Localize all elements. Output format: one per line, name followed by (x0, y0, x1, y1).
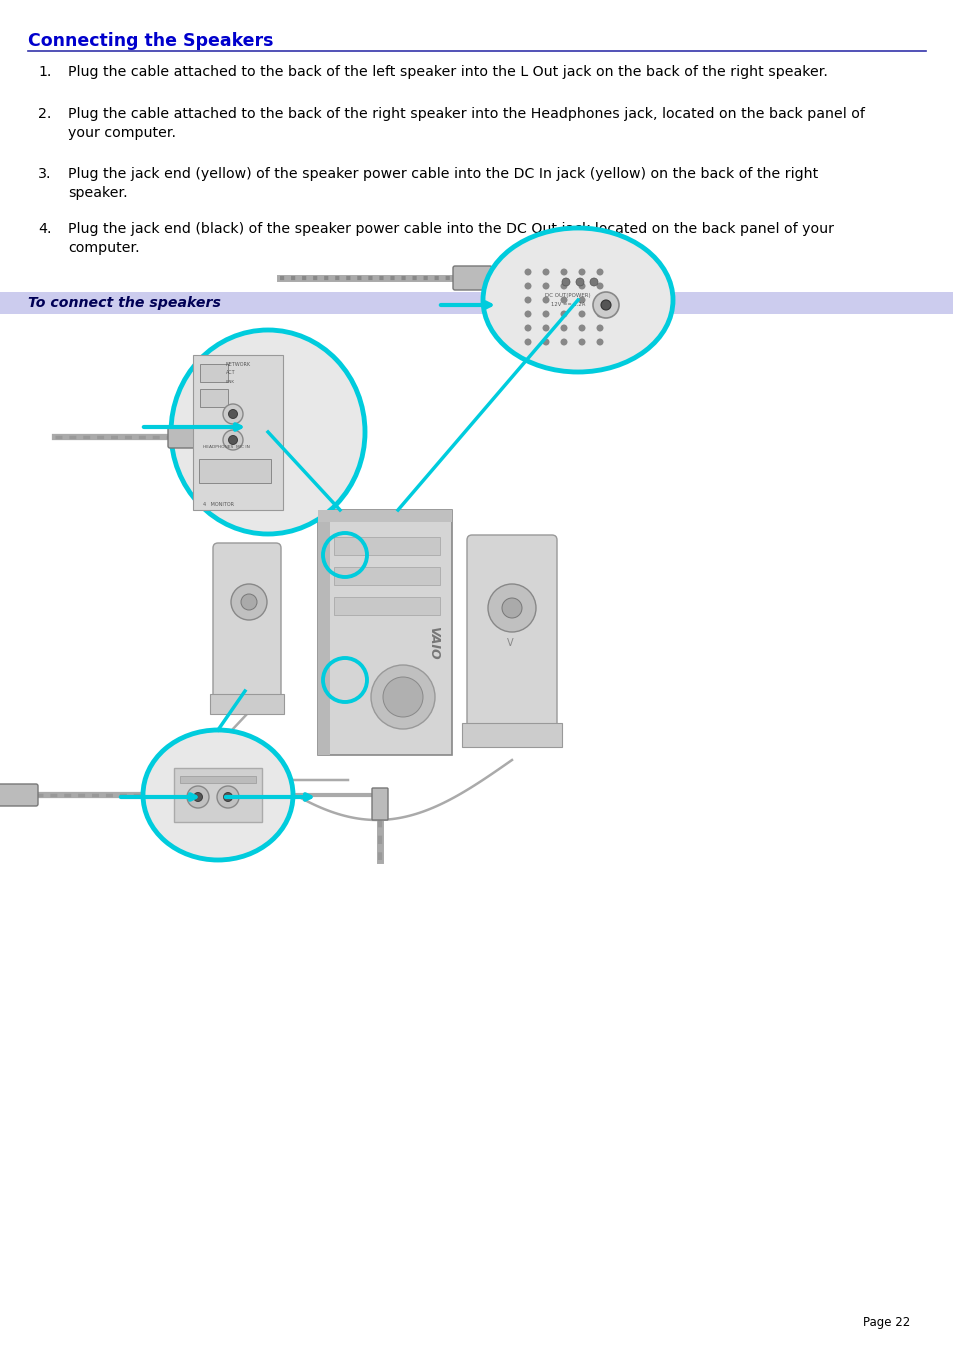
Ellipse shape (171, 330, 365, 534)
Circle shape (223, 404, 243, 424)
Circle shape (560, 269, 567, 276)
Circle shape (542, 282, 549, 289)
Ellipse shape (482, 228, 672, 372)
Circle shape (524, 339, 531, 346)
Circle shape (576, 278, 583, 286)
Text: V: V (506, 638, 513, 648)
Text: To connect the speakers: To connect the speakers (28, 296, 221, 309)
Text: Plug the cable attached to the back of the right speaker into the Headphones jac: Plug the cable attached to the back of t… (68, 107, 864, 141)
Circle shape (542, 296, 549, 304)
Circle shape (596, 269, 603, 276)
Bar (317, 509, 330, 755)
Circle shape (578, 324, 585, 331)
Circle shape (560, 311, 567, 317)
Circle shape (561, 278, 569, 286)
Circle shape (542, 339, 549, 346)
Text: 2.: 2. (38, 107, 51, 122)
Text: 4   MONITOR: 4 MONITOR (203, 503, 233, 508)
Text: 12V == 1.2A: 12V == 1.2A (550, 303, 584, 308)
Circle shape (596, 296, 603, 304)
Bar (200, 389, 228, 407)
FancyBboxPatch shape (317, 509, 452, 755)
FancyBboxPatch shape (213, 543, 281, 701)
Circle shape (524, 324, 531, 331)
Text: 1.: 1. (38, 65, 51, 78)
Bar (334, 597, 439, 615)
Circle shape (560, 339, 567, 346)
Circle shape (488, 584, 536, 632)
Circle shape (524, 296, 531, 304)
Text: 4.: 4. (38, 222, 51, 236)
Circle shape (596, 311, 603, 317)
Circle shape (187, 786, 209, 808)
Circle shape (216, 786, 239, 808)
Circle shape (231, 584, 267, 620)
Bar (193, 355, 283, 509)
Text: Page 22: Page 22 (862, 1316, 909, 1329)
Bar (210, 694, 284, 713)
Circle shape (371, 665, 435, 730)
Text: ACT: ACT (226, 370, 235, 374)
Text: Plug the jack end (yellow) of the speaker power cable into the DC In jack (yello: Plug the jack end (yellow) of the speake… (68, 168, 818, 200)
Circle shape (542, 269, 549, 276)
Text: Plug the cable attached to the back of the left speaker into the L Out jack on t: Plug the cable attached to the back of t… (68, 65, 827, 78)
Circle shape (524, 282, 531, 289)
Bar (0, 292, 953, 313)
Text: NETWORK: NETWORK (226, 362, 251, 366)
Circle shape (382, 677, 422, 717)
FancyBboxPatch shape (173, 767, 262, 821)
Circle shape (596, 324, 603, 331)
Circle shape (596, 282, 603, 289)
Text: LINK: LINK (226, 380, 234, 384)
Text: Plug the jack end (black) of the speaker power cable into the DC Out jack locate: Plug the jack end (black) of the speaker… (68, 222, 833, 255)
Bar (461, 723, 561, 747)
FancyBboxPatch shape (372, 788, 388, 820)
FancyBboxPatch shape (467, 535, 557, 730)
FancyBboxPatch shape (0, 784, 38, 807)
Circle shape (193, 793, 202, 801)
Circle shape (524, 311, 531, 317)
Circle shape (593, 292, 618, 317)
Circle shape (223, 430, 243, 450)
Circle shape (600, 300, 610, 309)
Circle shape (578, 296, 585, 304)
Text: DC OUT(POWER): DC OUT(POWER) (544, 293, 590, 297)
Text: HEADPHONES  MIC IN: HEADPHONES MIC IN (203, 444, 250, 449)
Circle shape (560, 296, 567, 304)
Circle shape (542, 324, 549, 331)
Circle shape (501, 598, 521, 617)
FancyBboxPatch shape (168, 426, 210, 449)
Circle shape (560, 324, 567, 331)
Circle shape (578, 282, 585, 289)
Circle shape (578, 339, 585, 346)
Circle shape (229, 409, 237, 419)
Circle shape (542, 311, 549, 317)
Ellipse shape (143, 730, 293, 861)
Bar (334, 536, 439, 555)
Bar (200, 363, 228, 382)
FancyBboxPatch shape (199, 459, 271, 484)
Text: VAIO: VAIO (427, 626, 440, 659)
Circle shape (524, 269, 531, 276)
Circle shape (578, 311, 585, 317)
Circle shape (560, 282, 567, 289)
Circle shape (589, 278, 598, 286)
Text: Connecting the Speakers: Connecting the Speakers (28, 32, 274, 50)
Circle shape (223, 793, 233, 801)
Circle shape (578, 269, 585, 276)
Bar (317, 509, 452, 521)
Circle shape (241, 594, 256, 611)
Bar (180, 775, 255, 784)
FancyBboxPatch shape (453, 266, 492, 290)
Circle shape (596, 339, 603, 346)
Text: 3.: 3. (38, 168, 51, 181)
Bar (334, 567, 439, 585)
Circle shape (229, 435, 237, 444)
